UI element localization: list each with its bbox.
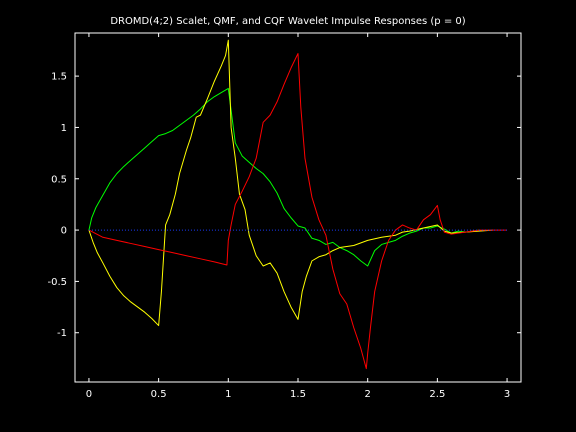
y-tick-label: -0.5	[47, 277, 67, 288]
x-tick-label: 0	[86, 389, 92, 400]
x-tick-label: 1.5	[290, 389, 306, 400]
x-tick-label: 1	[225, 389, 231, 400]
y-tick-label: 0.5	[51, 174, 67, 185]
y-tick-label: -1	[57, 328, 67, 339]
series-line-2	[88, 39, 494, 327]
x-tick-label: 2.5	[429, 389, 445, 400]
x-tick-label: 0.5	[151, 389, 167, 400]
series-line-3	[88, 53, 508, 370]
y-tick-label: 1	[61, 123, 67, 134]
y-tick-label: 1.5	[51, 72, 67, 83]
x-tick-label: 2	[365, 389, 371, 400]
x-tick-label: 3	[504, 389, 510, 400]
y-axis: -1 -0.5 0 0.5 1 1.5	[47, 72, 521, 339]
chart-title: DROMD(4;2) Scalet, QMF, and CQF Wavelet …	[110, 16, 465, 27]
x-axis: 0 0.5 1 1.5 2 2.5 3	[86, 33, 510, 400]
series-layer	[88, 39, 508, 370]
y-tick-label: 0	[61, 226, 67, 237]
series-line-1	[88, 87, 480, 267]
